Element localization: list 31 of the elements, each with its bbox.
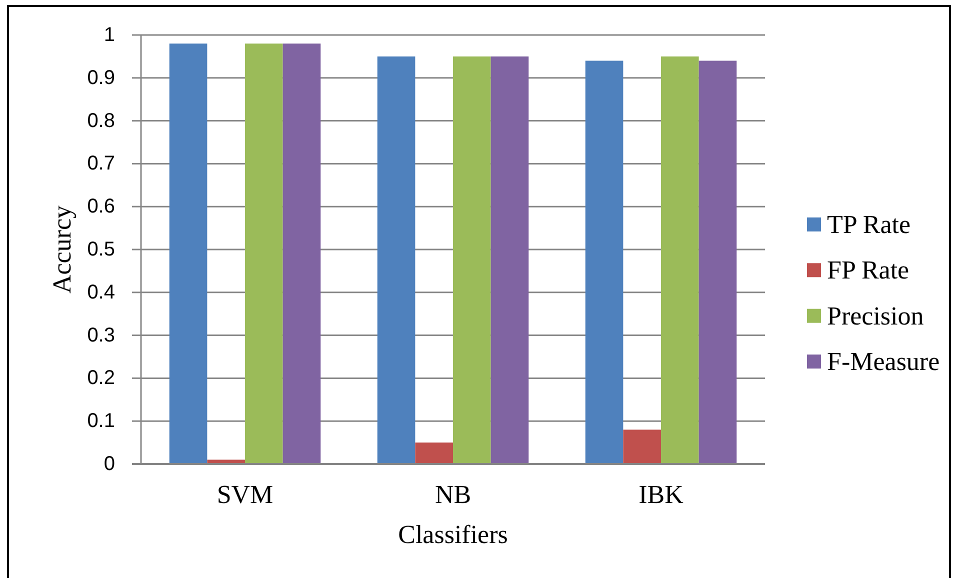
y-axis-title: Accurcy	[48, 205, 76, 294]
bar	[377, 56, 416, 464]
y-tick-label: 0.2	[87, 367, 115, 390]
y-tick-label: 0.4	[87, 281, 115, 304]
legend-label: TP Rate	[827, 210, 911, 239]
bar	[245, 44, 283, 464]
legend-label: Precision	[827, 301, 924, 330]
x-tick-label: IBK	[638, 480, 684, 509]
bar	[490, 56, 529, 464]
y-tick-label: 0.5	[87, 238, 115, 260]
x-axis-title: Classifiers	[398, 520, 508, 549]
bar	[453, 56, 491, 464]
bar	[661, 56, 699, 464]
bar	[585, 60, 624, 464]
bar	[282, 44, 321, 464]
y-tick-label: 0.7	[87, 152, 115, 175]
legend-label: F-Measure	[827, 347, 940, 376]
y-tick-label: 0	[104, 453, 115, 475]
y-tick-label: 0.1	[87, 410, 115, 432]
x-tick-label: SVM	[216, 480, 274, 509]
x-tick-label: NB	[434, 480, 472, 509]
y-tick-label: 0.6	[87, 196, 115, 218]
y-tick-label: 0.9	[87, 66, 115, 89]
y-tick-label: 1	[104, 24, 115, 46]
bar	[169, 44, 208, 464]
legend-label: FP Rate	[827, 256, 910, 285]
bar	[623, 430, 661, 464]
bar	[698, 60, 737, 464]
y-tick-label: 0.3	[87, 324, 115, 346]
y-tick-label: 0.8	[87, 110, 115, 132]
bar	[415, 442, 453, 464]
